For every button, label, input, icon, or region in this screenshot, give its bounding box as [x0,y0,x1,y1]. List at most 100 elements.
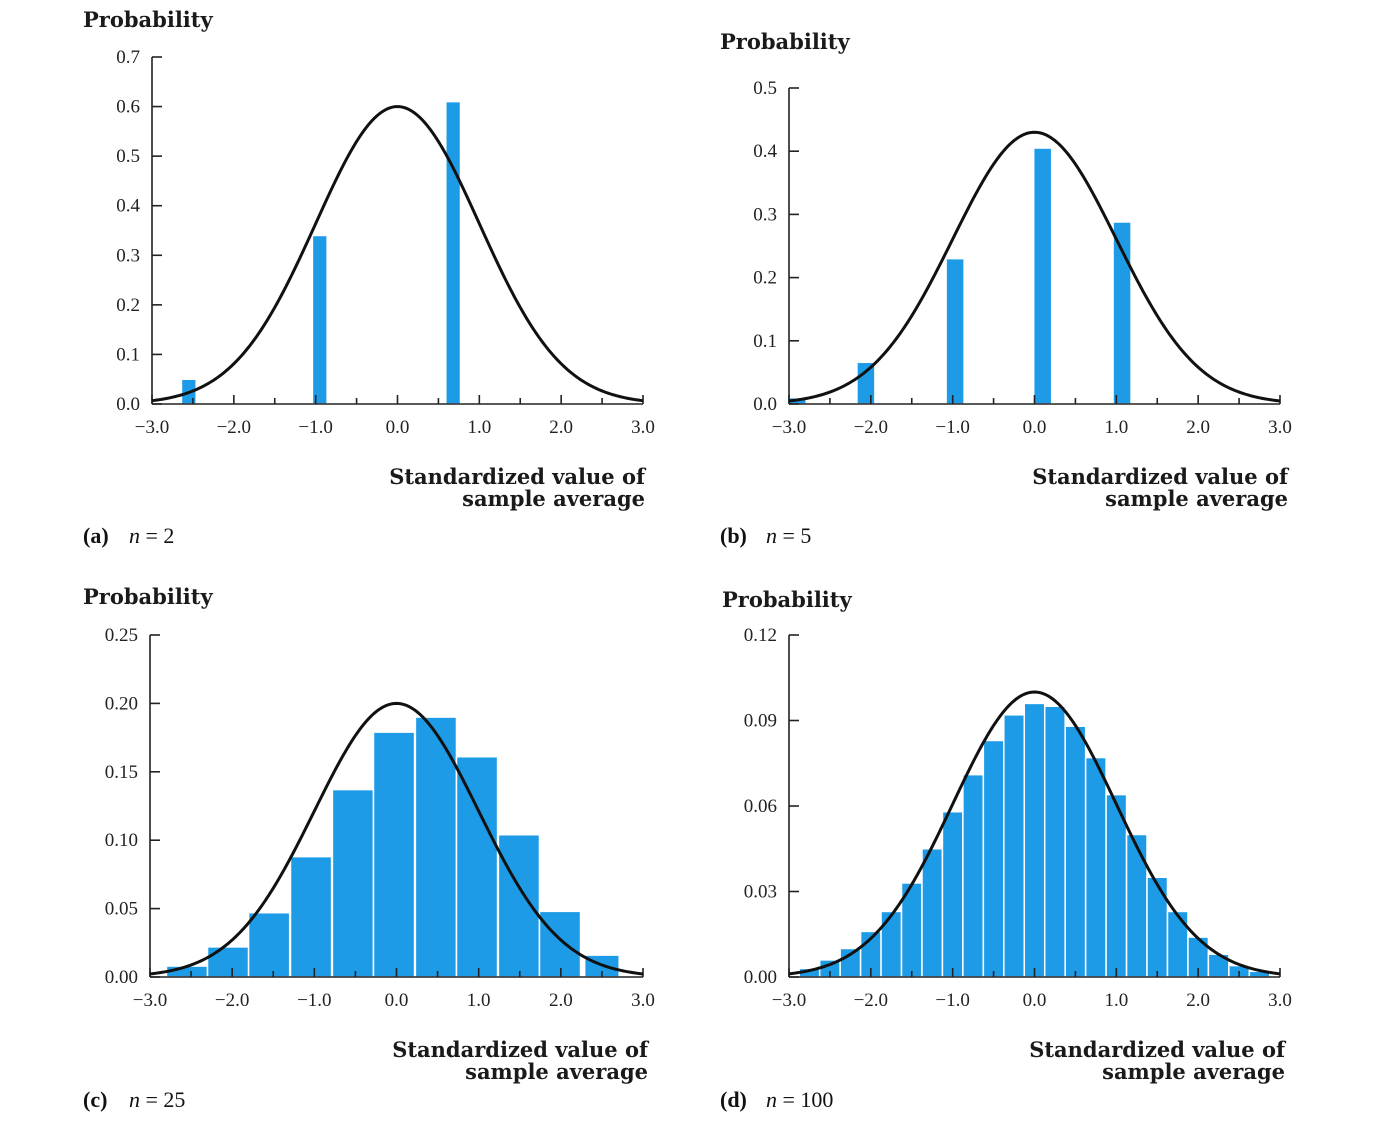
caption-n-value: = 5 [777,523,811,548]
x-tick-label: −1.0 [935,417,969,438]
x-tick-label: −3.0 [772,417,806,438]
panel-caption-n: n = 100 [766,1087,833,1112]
bar-11 [1023,702,1046,978]
x-tick-label: −2.0 [854,990,888,1011]
caption-n-symbol: n [766,523,777,548]
y-tick-label: 0.7 [116,47,140,68]
panel-caption-n: n = 5 [766,523,811,548]
x-tick-label: 3.0 [1268,990,1292,1011]
x-tick-label: 2.0 [549,990,573,1011]
x-tick-label: 0.0 [1023,417,1047,438]
bar-13 [1064,725,1087,978]
x-tick-label: −3.0 [772,990,806,1011]
y-tick-label: 0.5 [116,146,140,167]
bar-1 [856,361,876,405]
x-tick-label: −1.0 [935,990,969,1011]
x-axis-title-line2: sample average [465,1059,648,1084]
y-tick-label: 0.05 [105,899,138,920]
caption-n-value: = 25 [140,1087,185,1112]
x-axis-title-line2: sample average [1105,486,1288,511]
panel-caption-letter: (c) [83,1087,107,1112]
normal-curve [151,105,644,403]
y-tick-label: 0.20 [105,693,138,714]
bar-2 [445,100,462,405]
x-axis-title-line1: Standardized value of [392,1037,650,1062]
bars [798,702,1271,978]
bar-16 [1125,833,1148,978]
y-tick-label: 0.1 [753,331,777,352]
x-tick-label: −2.0 [215,990,249,1011]
bar-10 [1003,714,1026,978]
y-tick-label: 0.5 [753,78,777,99]
normal-curve [149,701,644,976]
bar-8 [497,833,541,978]
y-tick-label: 0.0 [753,394,777,415]
bar-7 [455,756,499,978]
y-tick-label: 0.0 [116,394,140,415]
x-tick-label: 2.0 [549,417,573,438]
y-tick-label: 0.10 [105,830,138,851]
bar-2 [945,257,965,405]
x-tick-label: −1.0 [297,990,331,1011]
bar-12 [1043,705,1066,978]
bar-1 [311,234,328,405]
x-tick-label: −3.0 [133,990,167,1011]
y-axis-title: Probability [83,7,213,32]
x-axis-title-line1: Standardized value of [389,464,647,489]
panel-caption-letter: (a) [83,523,109,548]
y-tick-label: 0.4 [753,141,777,162]
bars [165,716,620,978]
x-tick-label: −1.0 [298,417,332,438]
x-tick-label: 0.0 [386,417,410,438]
bar-7 [941,810,964,978]
y-tick-label: 0.15 [105,762,138,783]
panel-b: 0.0 0.1 0.2 0.3 0.4 0.5 −3.0 −2.0 −1.0 0.0 1.0 2.0 3… [720,29,1292,548]
y-tick-label: 0.2 [753,268,777,289]
caption-n-symbol: n [129,523,140,548]
panel-caption-letter: (b) [720,523,747,548]
x-tick-label: −3.0 [135,417,169,438]
bar-1 [206,946,250,978]
x-tick-label: −2.0 [854,417,888,438]
y-axis-title: Probability [83,584,213,609]
panel-caption-n: n = 2 [129,523,174,548]
x-tick-label: 3.0 [1268,417,1292,438]
y-tick-label: 0.3 [753,204,777,225]
bar-6 [414,716,458,978]
y-tick-label: 0.12 [744,625,777,646]
bar-2 [247,911,291,978]
x-axis-title-line1: Standardized value of [1032,464,1290,489]
x-tick-label: 1.0 [1104,417,1128,438]
x-tick-label: 2.0 [1186,990,1210,1011]
panel-d: 0.00 0.03 0.06 0.09 0.12 −3.0 −2.0 −1.0 0.0 1.0 2.… [720,587,1292,1112]
y-tick-label: 0.6 [116,97,140,118]
panel-caption-n: n = 25 [129,1087,185,1112]
bar-6 [921,848,944,978]
y-tick-label: 0.09 [744,711,777,732]
caption-n-value: = 2 [140,523,174,548]
x-tick-label: 3.0 [631,990,655,1011]
x-tick-label: 0.0 [385,990,409,1011]
bar-17 [1146,876,1169,978]
x-tick-label: 1.0 [467,417,491,438]
normal-curve [788,690,1281,976]
bar-9 [982,739,1005,978]
x-tick-label: 3.0 [631,417,655,438]
bar-3 [1032,147,1053,405]
x-axis-title-line2: sample average [1102,1059,1285,1084]
bars [180,100,462,405]
y-tick-label: 0.00 [744,967,777,988]
bar-4 [331,788,375,978]
normal-curve [788,130,1281,403]
y-axis-title: Probability [720,29,850,54]
x-tick-label: −2.0 [217,417,251,438]
y-axis-title: Probability [722,587,852,612]
y-tick-label: 0.1 [116,344,140,365]
y-tick-label: 0.25 [105,625,138,646]
x-tick-label: 2.0 [1186,417,1210,438]
bar-8 [962,773,985,978]
bars [787,147,1132,405]
bar-14 [1084,756,1107,978]
caption-n-symbol: n [766,1087,777,1112]
